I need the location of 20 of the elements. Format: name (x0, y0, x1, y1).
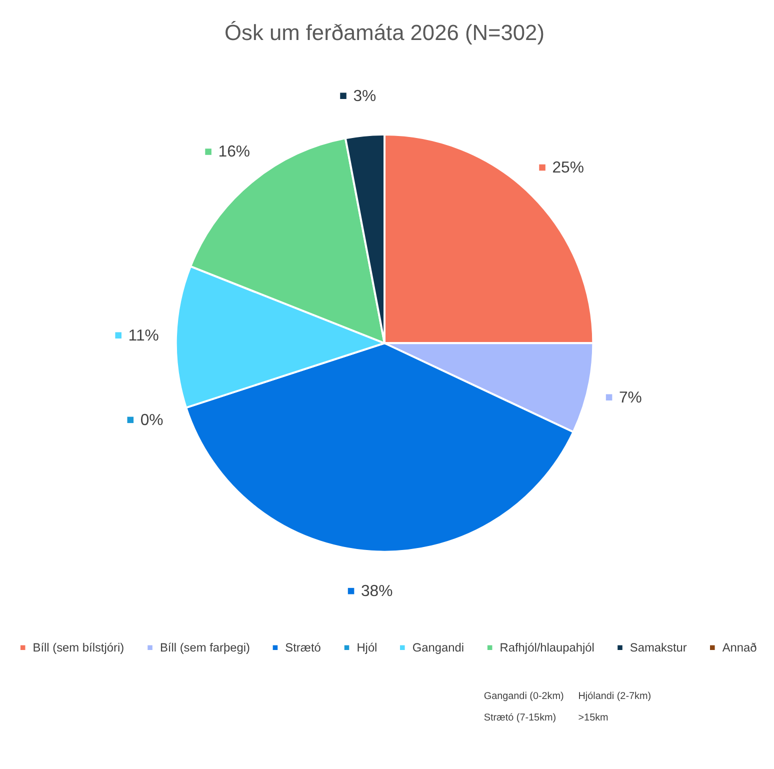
text: Hjólandi (2-7km) (578, 690, 652, 702)
data-label: 16% (218, 144, 250, 161)
data-label: 3% (353, 88, 376, 105)
legend-label: Samakstur (630, 640, 687, 655)
text: Gangandi (0-2km) (484, 690, 564, 702)
data-label: 11% (128, 327, 159, 344)
legend-label: Bíll (sem bílstjóri) (32, 640, 124, 655)
legend-label: Strætó (285, 640, 322, 655)
legend-label: Hjól (356, 640, 378, 655)
data-label: 38% (360, 583, 393, 600)
data-label: 25% (552, 159, 584, 176)
text: >15km (578, 712, 608, 724)
data-label: 7% (618, 389, 642, 406)
legend-label: Rafhjól/hlaupahjól (500, 640, 594, 655)
legend-label: Annað (722, 640, 758, 655)
legend-label: Bíll (sem farþegi) (160, 640, 250, 655)
text: Strætó (7-15km) (484, 712, 556, 724)
chart-title: Ósk um ferðamáta 2026 (N=302) (224, 20, 544, 46)
text: 0% (140, 412, 164, 429)
legend-label: Gangandi (412, 640, 464, 655)
